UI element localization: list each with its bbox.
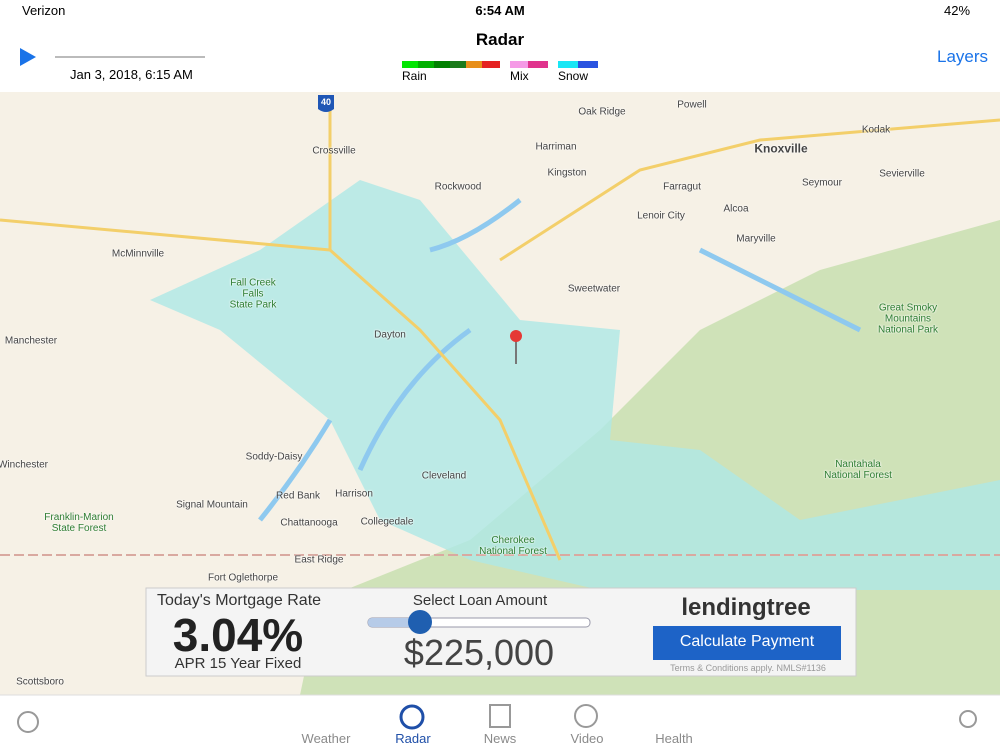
ad-button-label[interactable]: Calculate Payment xyxy=(679,633,815,650)
map-label: Scottsboro xyxy=(16,676,64,688)
map-label: Collegedale xyxy=(360,516,414,528)
map-label: Cleveland xyxy=(421,470,467,482)
ad-rate-note: APR 15 Year Fixed xyxy=(174,655,302,672)
map-label: Nantahala National Forest xyxy=(824,459,892,481)
map-label: Harrison xyxy=(335,488,373,500)
map-label: Winchester xyxy=(0,459,49,471)
map-label: Powell xyxy=(677,99,707,111)
ad-amount: $225,000 xyxy=(403,632,555,673)
calculate-button[interactable] xyxy=(653,626,841,660)
map-label: Franklin-Marion State Forest xyxy=(44,512,114,534)
map-label: Soddy-Daisy xyxy=(245,451,303,463)
map-label: Rockwood xyxy=(434,181,482,193)
map-label: Fall Creek Falls State Park xyxy=(229,277,277,311)
map-label: East Ridge xyxy=(294,554,344,566)
map-label: Harriman xyxy=(535,141,577,153)
tab[interactable]: Weather xyxy=(301,731,351,746)
map-label: Crossville xyxy=(312,145,356,157)
slider-handle[interactable] xyxy=(408,610,432,634)
interstate-shield xyxy=(318,95,334,112)
carrier: Verizon xyxy=(22,3,66,18)
map-label: Great Smoky Mountains National Park xyxy=(877,302,939,336)
ad-slider-label: Select Loan Amount xyxy=(412,592,548,609)
title: Radar xyxy=(475,30,525,49)
battery: 42% xyxy=(944,3,971,18)
map-label: McMinnville xyxy=(111,248,165,260)
tab[interactable]: News xyxy=(483,731,517,746)
tab[interactable]: Radar xyxy=(395,731,431,746)
map-label: Farragut xyxy=(663,181,701,193)
map-label: Lenoir City xyxy=(637,210,685,222)
map-label: Red Bank xyxy=(276,490,320,502)
settings-icon[interactable] xyxy=(17,711,39,733)
legend-label: Snow xyxy=(558,69,589,83)
search-icon[interactable] xyxy=(959,710,977,728)
layers-button[interactable]: Layers xyxy=(937,47,989,66)
map-label: Oak Ridge xyxy=(578,106,626,118)
map-label: Cherokee National Forest xyxy=(479,535,547,557)
map-label: Fort Oglethorpe xyxy=(207,572,279,584)
map-label: Sevierville xyxy=(879,168,925,180)
ad-terms: Terms & Conditions apply. NMLS#1136 xyxy=(670,663,826,673)
location-pin[interactable] xyxy=(510,330,522,364)
ad-rate: 3.04% xyxy=(172,609,304,661)
map-label: Manchester xyxy=(4,335,58,347)
map-label: Seymour xyxy=(801,177,843,189)
play-button[interactable] xyxy=(20,48,36,66)
map-label: Maryville xyxy=(736,233,776,245)
interstate-number: 40 xyxy=(320,97,332,107)
map-label: Knoxville xyxy=(754,141,808,156)
tab[interactable]: Health xyxy=(655,731,693,746)
clock: 6:54 AM xyxy=(475,3,525,18)
legend-swatches xyxy=(402,61,598,68)
tab[interactable]: Video xyxy=(570,731,604,746)
map-label: Signal Mountain xyxy=(176,499,248,511)
map-label: Chattanooga xyxy=(280,517,338,529)
map-label: Dayton xyxy=(374,329,406,341)
legend-label: Mix xyxy=(510,69,529,83)
ad-heading: Today's Mortgage Rate xyxy=(157,592,322,609)
map-label: Kodak xyxy=(861,124,891,136)
legend-label: Rain xyxy=(402,69,427,83)
map-label: Kingston xyxy=(547,167,587,179)
map-label: Sweetwater xyxy=(567,283,621,295)
ad-brand: lendingtree xyxy=(681,594,811,621)
timestamp: Jan 3, 2018, 6:15 AM xyxy=(70,67,193,82)
map-label: Alcoa xyxy=(723,203,749,215)
